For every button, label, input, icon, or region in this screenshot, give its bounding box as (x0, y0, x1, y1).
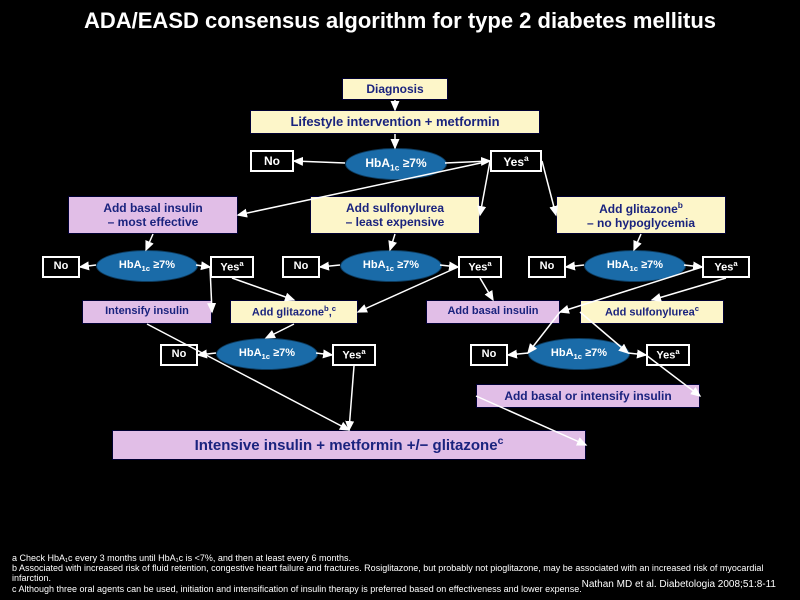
node-yes1: Yesa (490, 150, 542, 172)
node-diagnosis: Diagnosis (342, 78, 448, 100)
node-add_sulf2: Add sulfonylureac (580, 300, 724, 324)
node-no3a: No (160, 344, 198, 366)
node-intensify_insulin: Intensify insulin (82, 300, 212, 324)
citation: Nathan MD et al. Diabetologia 2008;51:8-… (582, 579, 776, 591)
node-glitazone: Add glitazoneb– no hypoglycemia (556, 196, 726, 234)
node-no1: No (250, 150, 294, 172)
node-hba1: HbA1c ≥7% (345, 148, 447, 180)
node-yes2a: Yesa (210, 256, 254, 278)
node-hba3b: HbA1c ≥7% (528, 338, 630, 370)
node-no2b: No (282, 256, 320, 278)
node-lifestyle: Lifestyle intervention + metformin (250, 110, 540, 134)
node-hba2b: HbA1c ≥7% (340, 250, 442, 282)
node-yes3a: Yesa (332, 344, 376, 366)
node-no3b: No (470, 344, 508, 366)
node-hba2a: HbA1c ≥7% (96, 250, 198, 282)
node-no2c: No (528, 256, 566, 278)
node-yes2c: Yesa (702, 256, 750, 278)
node-hba3a: HbA1c ≥7% (216, 338, 318, 370)
node-final: Intensive insulin + metformin +/− glitaz… (112, 430, 586, 460)
node-add_basal_intensify: Add basal or intensify insulin (476, 384, 700, 408)
node-add_glitazone2: Add glitazoneb,c (230, 300, 358, 324)
node-insulin: Add basal insulin– most effective (68, 196, 238, 234)
page-title: ADA/EASD consensus algorithm for type 2 … (0, 0, 800, 38)
footnote-a: a Check HbA₁c every 3 months until HbA₁c… (12, 553, 788, 563)
node-yes2b: Yesa (458, 256, 502, 278)
node-hba2c: HbA1c ≥7% (584, 250, 686, 282)
node-add_basal2: Add basal insulin (426, 300, 560, 324)
node-sulfonylurea: Add sulfonylurea– least expensive (310, 196, 480, 234)
node-yes3b: Yesa (646, 344, 690, 366)
node-no2a: No (42, 256, 80, 278)
footnotes: a Check HbA₁c every 3 months until HbA₁c… (12, 553, 788, 594)
